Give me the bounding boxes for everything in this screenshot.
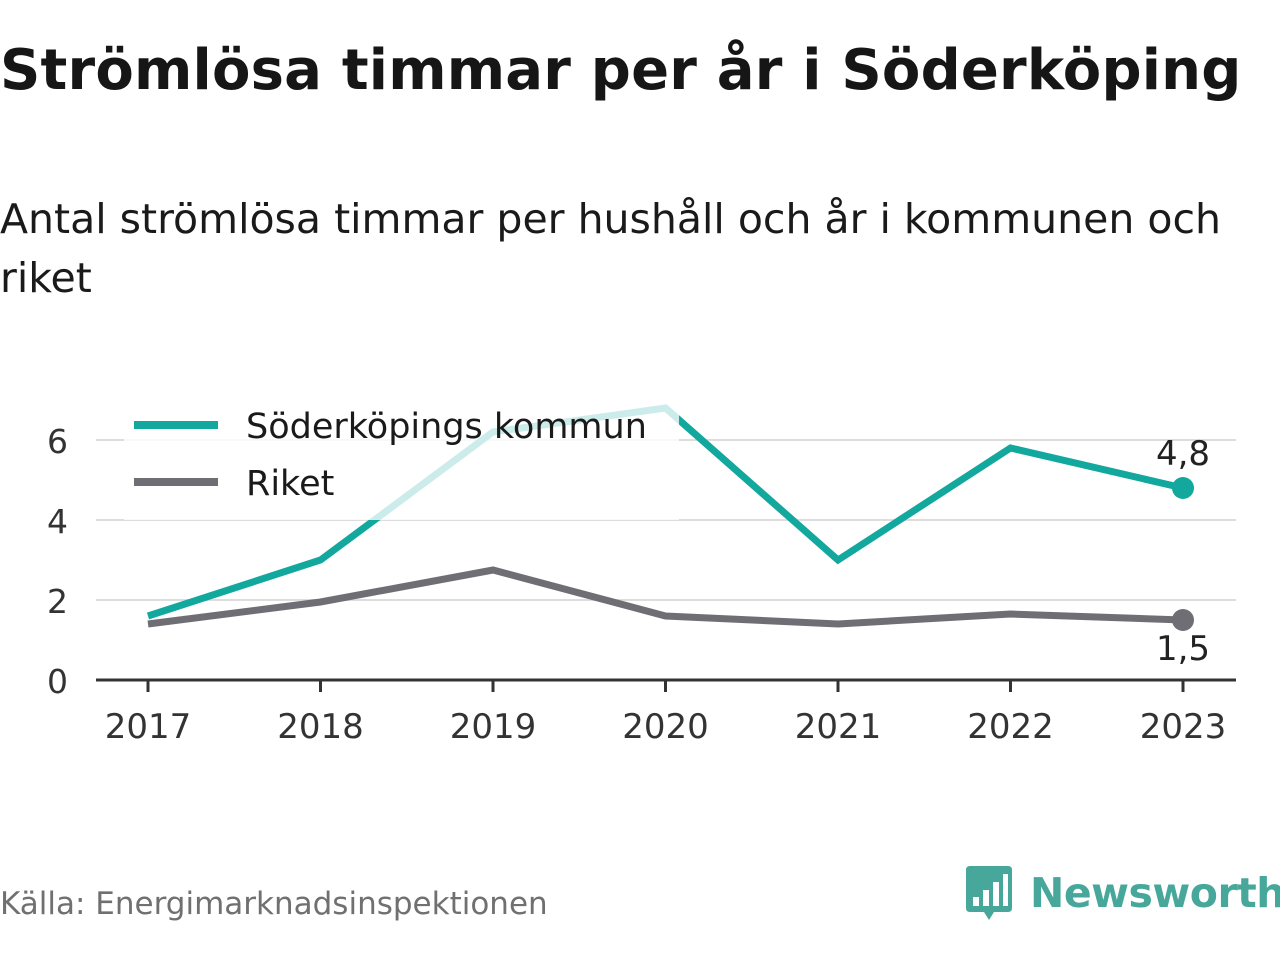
x-tick-label: 2017	[105, 707, 192, 747]
x-tick-label: 2019	[450, 707, 537, 747]
source-note: Källa: Energimarknadsinspektionen	[0, 886, 548, 922]
end-value-label: 4,8	[1156, 434, 1210, 474]
legend-label: Söderköpings kommun	[246, 407, 647, 447]
chart-title: Strömlösa timmar per år i Söderköping	[0, 38, 1242, 103]
legend: Söderköpings kommun Riket	[134, 407, 647, 504]
y-tick-label: 2	[47, 582, 68, 621]
newsworthy-bar-chart-icon	[966, 866, 1012, 920]
logo-text: Newsworthy	[1030, 869, 1280, 917]
newsworthy-logo[interactable]: Newsworthy	[964, 864, 1280, 922]
chart-subtitle: Antal strömlösa timmar per hushåll och å…	[0, 195, 1221, 302]
x-tick-label: 2021	[795, 707, 882, 747]
end-labels: 4,8 1,5	[1156, 434, 1210, 669]
legend-background	[124, 398, 679, 520]
series-line-riket	[147, 566, 1184, 628]
y-tick-label: 6	[47, 422, 68, 461]
end-point-kommun	[1172, 477, 1194, 499]
x-tick-label: 2022	[967, 707, 1054, 747]
axes: 0 2 4 6 2017 2018 2019 2020 2021 2022 2023	[47, 422, 1236, 747]
end-value-label: 1,5	[1156, 629, 1210, 669]
legend-label: Riket	[246, 464, 334, 504]
x-tick-label: 2023	[1140, 707, 1227, 747]
y-tick-label: 4	[47, 502, 68, 541]
y-tick-label: 0	[47, 662, 68, 701]
x-tick-label: 2020	[622, 707, 709, 747]
end-point-riket	[1172, 609, 1194, 631]
x-tick-label: 2018	[277, 707, 364, 747]
